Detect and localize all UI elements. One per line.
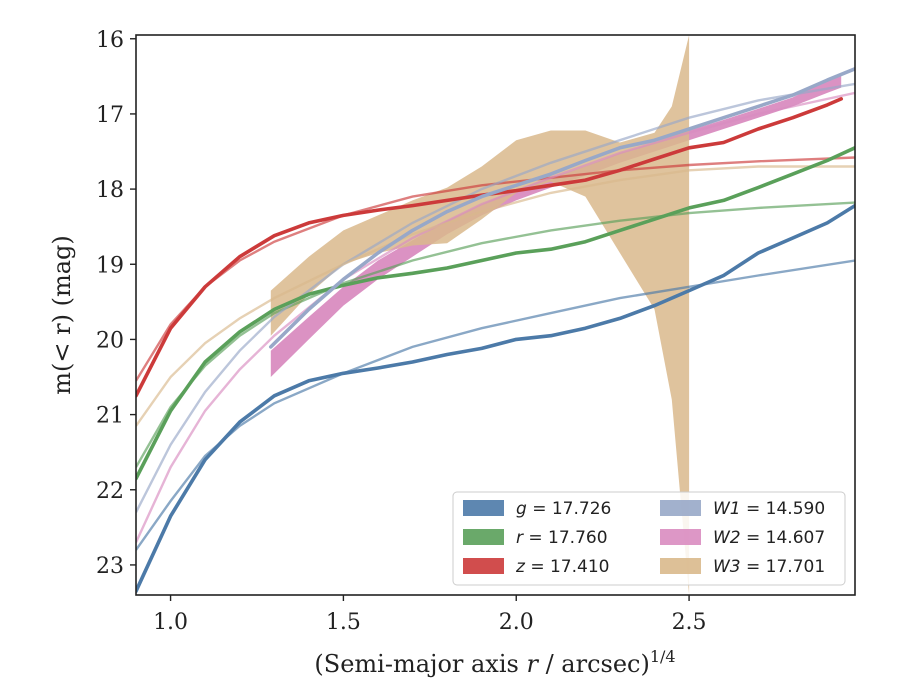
legend: g = 17.726 r = 17.760 z = 17.410 W1 = 14.59… [452, 491, 846, 586]
series-model-line-1 [136, 201, 855, 468]
series-model-line-5 [136, 165, 855, 427]
series-line-0 [136, 203, 855, 593]
legend-swatch [463, 529, 504, 545]
legend-swatch [463, 500, 504, 516]
plot-area [136, 35, 855, 595]
legend-swatch [463, 558, 504, 574]
y-axis-label: m(< r) (mag) [48, 235, 76, 394]
series-model-line-4 [136, 91, 855, 543]
legend-label: z = 17.410 [515, 557, 609, 577]
series-line-2 [136, 97, 843, 398]
legend-label: W1 = 14.590 [713, 499, 825, 519]
y-tick-label: 16 [96, 28, 124, 53]
series-band-4 [270, 76, 842, 378]
plot-frame [135, 34, 856, 596]
y-tick-label: 22 [96, 479, 124, 504]
legend-swatch [660, 558, 701, 574]
series-line-3 [269, 67, 855, 349]
legend-swatch [660, 500, 701, 516]
series-line-1 [136, 146, 855, 481]
series-model-line-3 [136, 82, 855, 513]
legend-label: W3 = 17.701 [713, 557, 825, 577]
x-tick-label: 2.5 [672, 610, 707, 635]
y-tick-label: 17 [96, 103, 124, 128]
x-axis-label: (Semi-major axis r / arcsec)1/4 [314, 647, 675, 678]
legend-swatch [660, 529, 701, 545]
x-axis: 1.0 1.5 2.0 2.5 [153, 595, 707, 635]
y-tick-label: 23 [96, 554, 124, 579]
y-tick-label: 19 [96, 253, 124, 278]
x-tick-label: 1.0 [153, 610, 188, 635]
y-axis: 16 17 18 19 20 21 22 23 [96, 28, 136, 579]
x-tick-label: 1.5 [326, 610, 361, 635]
legend-label: g = 17.726 [516, 499, 611, 519]
legend-label: r = 17.760 [516, 528, 608, 548]
legend-label: W2 = 14.607 [713, 528, 825, 548]
y-tick-label: 21 [96, 404, 124, 429]
series-model-line-0 [136, 259, 855, 551]
legend-box [452, 491, 846, 586]
x-tick-label: 2.0 [499, 610, 534, 635]
y-tick-label: 20 [96, 328, 124, 353]
y-tick-label: 18 [96, 178, 124, 203]
